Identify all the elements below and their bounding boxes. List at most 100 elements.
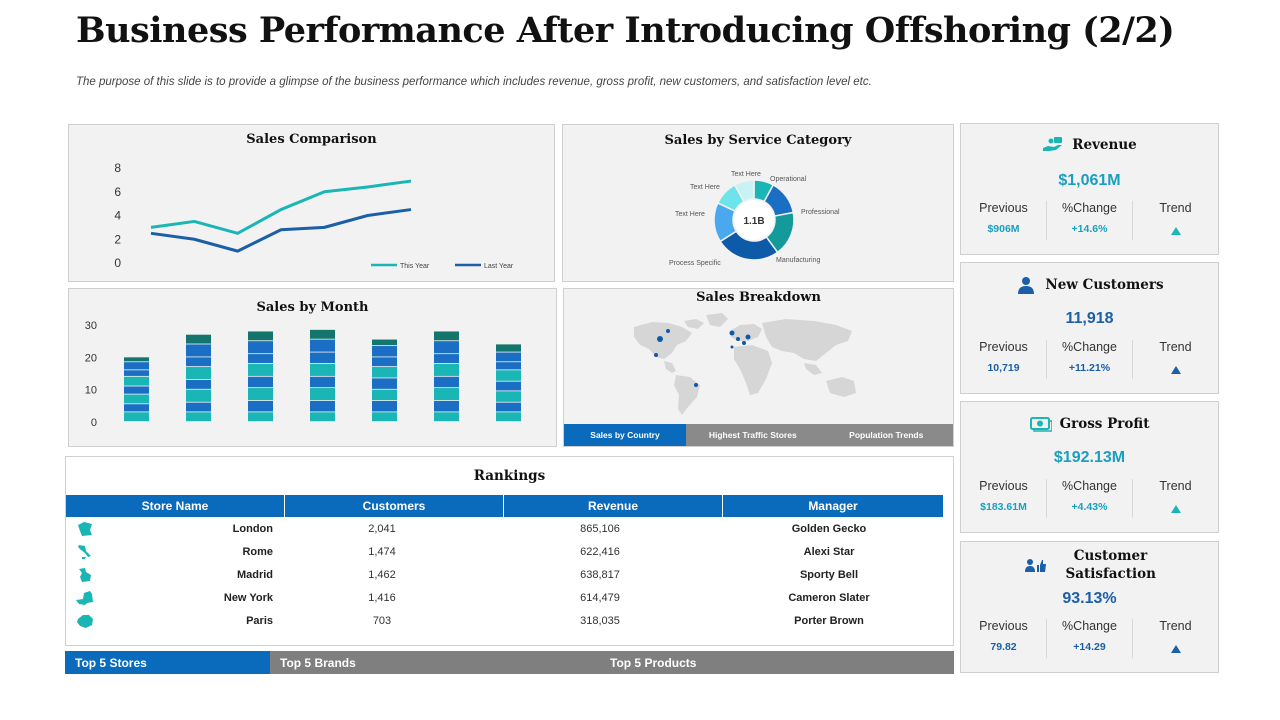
trend-up-icon — [1170, 366, 1181, 374]
kpi-value: 11,918 — [1065, 310, 1114, 327]
bar-segment — [124, 386, 149, 394]
bar-segment — [496, 344, 521, 352]
rankings-header: Store Name Customers Revenue Manager — [66, 495, 943, 517]
bar-segment — [434, 341, 459, 354]
sales-comparison-panel: Sales Comparison 0 2 4 6 8 This Year Last Year — [68, 124, 555, 282]
sales-by-month-panel: Sales by Month 0 10 20 30 — [68, 288, 557, 447]
table-row[interactable]: Madrid 1,462 638,817 Sporty Bell — [66, 563, 943, 586]
bar-segment — [372, 357, 397, 367]
bar-segment — [124, 357, 149, 362]
bar-segment — [310, 400, 335, 412]
uk-map-icon — [78, 521, 92, 536]
tab-highest-traffic-stores[interactable]: Highest Traffic Stores — [686, 424, 820, 446]
slice-label: Process Specific — [669, 260, 721, 267]
kpi-value: $192.13M — [1053, 449, 1126, 466]
bar-segment — [496, 381, 521, 391]
sales-by-service-panel: Sales by Service Category Operational Pro… — [562, 124, 954, 282]
revenue-value: 865,106 — [580, 522, 620, 535]
kpi-previous-label: Previous — [979, 340, 1028, 354]
bar-segment — [248, 331, 273, 341]
kpi-title: New Customers — [1045, 277, 1164, 293]
y-tick-label: 6 — [114, 185, 121, 199]
kpi-trend-label: Trend — [1159, 619, 1192, 633]
sales-by-month-chart: 0 10 20 30 — [85, 320, 521, 429]
tab-population-trends[interactable]: Population Trends — [819, 424, 953, 446]
bar-segment — [372, 367, 397, 378]
map-marker — [654, 353, 658, 357]
pie-slice — [733, 179, 755, 203]
thumbs-up-users-icon — [1024, 559, 1046, 572]
kpi-value: $1,061M — [1058, 172, 1121, 189]
column-header-customers[interactable]: Customers — [285, 495, 504, 517]
column-header-revenue[interactable]: Revenue — [504, 495, 723, 517]
bar-segment — [434, 354, 459, 363]
table-row[interactable]: New York 1,416 614,479 Cameron Slater — [66, 586, 943, 609]
cash-icon — [1029, 417, 1052, 432]
rankings-panel: Rankings Store Name Customers Revenue Ma… — [65, 456, 954, 646]
legend-label: Last Year — [484, 263, 514, 270]
map-marker — [745, 334, 751, 340]
revenue-value: 614,479 — [580, 591, 620, 604]
store-name: Paris — [246, 614, 273, 627]
bar-segment — [124, 412, 149, 422]
bar-segment — [434, 388, 459, 401]
sales-by-month-title: Sales by Month — [256, 300, 369, 315]
bar-segment — [248, 400, 273, 412]
kpi-card-revenue: Revenue $1,061M Previous $906M %Change +… — [960, 123, 1219, 255]
italy-map-icon — [78, 544, 91, 559]
bar-segment — [372, 339, 397, 346]
bar-segment — [248, 388, 273, 401]
bar-segment — [124, 376, 149, 386]
bar-segment — [434, 331, 459, 341]
kpi-previous-value: $183.61M — [980, 501, 1027, 513]
bar-segment — [248, 376, 273, 388]
table-row[interactable]: Paris 703 318,035 Porter Brown — [66, 609, 943, 632]
slice-label: Operational — [770, 176, 807, 183]
revenue-value: 638,817 — [580, 568, 620, 581]
bar-segment — [186, 334, 211, 344]
new-york-map-icon — [76, 590, 93, 605]
sales-breakdown-tabs: Sales by Country Highest Traffic Stores … — [564, 424, 953, 446]
kpi-change-value: +14.6% — [1071, 223, 1108, 235]
world-map — [634, 313, 856, 415]
sales-comparison-chart: 0 2 4 6 8 This Year Last Year — [114, 161, 514, 270]
slice-label: Text Here — [675, 211, 705, 218]
user-icon — [1018, 277, 1035, 294]
bar-segment — [434, 363, 459, 376]
column-header-store-name[interactable]: Store Name — [66, 495, 285, 517]
sales-breakdown-panel: Sales Breakdown — [563, 288, 954, 447]
bar-segment — [186, 367, 211, 380]
bar-segment — [372, 346, 397, 357]
tab-top-5-stores[interactable]: Top 5 Stores — [65, 651, 270, 674]
slice-label: Manufacturing — [776, 257, 820, 264]
store-name: London — [232, 522, 273, 535]
tab-sales-by-country[interactable]: Sales by Country — [564, 424, 686, 446]
kpi-trend-label: Trend — [1159, 340, 1192, 354]
bar-segment — [124, 362, 149, 370]
bar-segment — [372, 378, 397, 389]
bar-segment — [310, 339, 335, 352]
sales-comparison-title: Sales Comparison — [246, 132, 377, 147]
trend-up-icon — [1170, 645, 1181, 653]
table-row[interactable]: Rome 1,474 622,416 Alexi Star — [66, 540, 943, 563]
bar-segment — [310, 352, 335, 363]
sales-by-service-chart: Operational Professional Manufacturing Proc… — [669, 171, 840, 267]
kpi-previous-value: 79.82 — [990, 641, 1017, 653]
bar-segment — [372, 400, 397, 412]
revenue-value: 318,035 — [580, 614, 620, 627]
bar-segment — [310, 412, 335, 422]
trend-up-icon — [1170, 505, 1181, 513]
map-marker — [742, 341, 746, 345]
bar-segment — [248, 354, 273, 363]
store-name: Rome — [242, 545, 273, 558]
map-marker — [730, 345, 734, 349]
revenue-value: 622,416 — [580, 545, 620, 558]
column-header-manager[interactable]: Manager — [723, 495, 943, 517]
customers-value: 1,474 — [368, 545, 396, 558]
tab-top-5-brands[interactable]: Top 5 Brands — [270, 651, 510, 674]
trend-up-icon — [1170, 227, 1181, 235]
tab-top-5-products[interactable]: Top 5 Products — [510, 651, 954, 674]
table-row[interactable]: London 2,041 865,106 Golden Gecko — [66, 517, 943, 540]
bar-segment — [310, 376, 335, 388]
bar-segment — [124, 394, 149, 404]
